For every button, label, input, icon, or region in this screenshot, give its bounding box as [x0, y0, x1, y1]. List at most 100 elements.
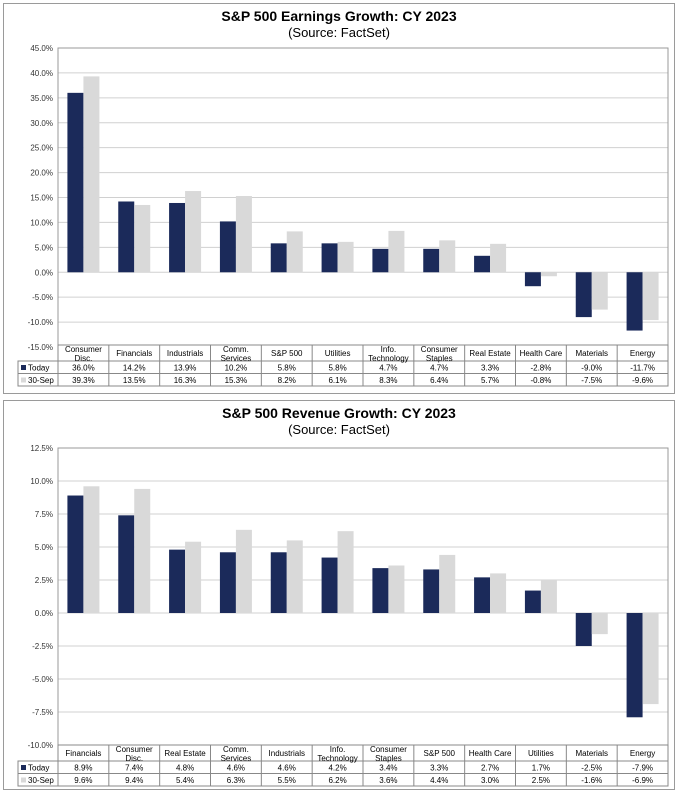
value-label-30-sep: 9.4% [125, 776, 143, 785]
category-label-line: Consumer [370, 745, 407, 754]
y-tick-label: -2.5% [32, 642, 53, 651]
value-label-today: 8.9% [74, 764, 92, 773]
category-label: Utilities [325, 349, 351, 358]
value-label-30-sep: 6.2% [328, 776, 346, 785]
y-tick-label: -15.0% [28, 343, 53, 352]
y-tick-label: 20.0% [30, 169, 53, 178]
y-tick-label: 7.5% [35, 510, 53, 519]
bar-30-sep [337, 241, 354, 273]
bar-30-sep [439, 240, 456, 273]
category-label: Energy [630, 349, 655, 358]
category-label-line: Disc. [125, 754, 143, 763]
bar-today [474, 255, 491, 273]
value-label-today: 4.6% [227, 764, 245, 773]
y-tick-label: 0.0% [35, 268, 53, 277]
category-label: Info. Technology [368, 345, 408, 363]
chart-svg: S&P 500 Earnings Growth: CY 2023(Source:… [17, 8, 669, 387]
category-label: Health Care [520, 349, 563, 358]
bar-today [321, 557, 338, 613]
y-tick-label: 15.0% [30, 194, 53, 203]
bar-today [474, 577, 491, 613]
revenue-growth-chart: S&P 500 Revenue Growth: CY 2023 (Source: … [3, 400, 675, 790]
value-label-30-sep: 8.3% [379, 376, 397, 385]
category-label: Materials [576, 749, 608, 758]
value-label-today: 4.6% [278, 764, 296, 773]
value-label-30-sep: 39.3% [72, 376, 95, 385]
bar-today [372, 568, 389, 613]
bar-today [118, 201, 135, 273]
value-label-30-sep: 15.3% [225, 376, 248, 385]
value-label-30-sep: -7.5% [581, 376, 602, 385]
category-label-line: Technology [368, 354, 408, 363]
value-label-30-sep: 6.3% [227, 776, 245, 785]
category-label: Consumer Disc. [116, 745, 153, 763]
category-label-line: Info. [330, 745, 346, 754]
bar-30-sep [642, 613, 659, 705]
value-label-30-sep: 13.5% [123, 376, 146, 385]
y-tick-label: -10.0% [28, 318, 53, 327]
bar-30-sep [540, 580, 557, 613]
legend-swatch-30-sep [21, 777, 26, 783]
bar-today [118, 515, 135, 613]
bar-today [372, 248, 389, 273]
bar-30-sep [185, 541, 202, 613]
bar-today [169, 549, 186, 613]
value-label-30-sep: 5.4% [176, 776, 194, 785]
value-label-today: 3.3% [430, 764, 448, 773]
category-label: Real Estate [469, 349, 511, 358]
y-tick-label: 35.0% [30, 94, 53, 103]
y-tick-label: 30.0% [30, 119, 53, 128]
y-tick-label: 0.0% [35, 609, 53, 618]
legend-swatch-today [21, 365, 26, 370]
value-label-today: 5.8% [278, 364, 296, 373]
y-tick-label: 5.0% [35, 243, 53, 252]
value-label-today: 13.9% [174, 364, 197, 373]
category-label: S&P 500 [424, 749, 456, 758]
y-tick-label: 2.5% [35, 576, 53, 585]
bar-30-sep [591, 613, 608, 635]
value-label-30-sep: -1.6% [581, 776, 602, 785]
category-label: Consumer Staples [421, 345, 458, 363]
category-label: Health Care [469, 749, 512, 758]
y-tick-label: 40.0% [30, 69, 53, 78]
value-label-30-sep: 9.6% [74, 776, 92, 785]
value-label-30-sep: -9.6% [632, 376, 653, 385]
bar-today [626, 613, 643, 718]
bar-30-sep [134, 204, 151, 273]
y-tick-label: 10.0% [30, 477, 53, 486]
value-label-30-sep: 3.6% [379, 776, 397, 785]
bar-today [67, 92, 84, 273]
bar-30-sep [286, 540, 303, 613]
y-tick-label: -10.0% [28, 741, 53, 750]
y-tick-label: -7.5% [32, 708, 53, 717]
category-label: S&P 500 [271, 349, 303, 358]
category-label-line: Services [221, 354, 252, 363]
category-label-line: Consumer [65, 345, 102, 354]
category-label: Consumer Disc. [65, 345, 102, 363]
value-label-30-sep: 3.0% [481, 776, 499, 785]
chart-svg: S&P 500 Revenue Growth: CY 2023(Source: … [17, 405, 669, 787]
category-label-line: Technology [317, 754, 357, 763]
value-label-today: 4.7% [379, 364, 397, 373]
value-label-today: 4.8% [176, 764, 194, 773]
value-label-today: 4.7% [430, 364, 448, 373]
value-label-today: -2.5% [581, 764, 602, 773]
bar-today [270, 552, 287, 613]
legend-label-30-sep: 30-Sep [28, 776, 54, 785]
category-label-line: Comm. [223, 345, 249, 354]
category-label: Financials [116, 349, 152, 358]
bar-30-sep [591, 272, 608, 310]
value-label-today: 1.7% [532, 764, 550, 773]
category-label-line: Comm. [223, 745, 249, 754]
chart-title: S&P 500 Revenue Growth: CY 2023 [222, 405, 456, 421]
legend-swatch-30-sep [21, 377, 26, 383]
category-label: Real Estate [164, 749, 206, 758]
category-label: Info. Technology [317, 745, 357, 763]
y-tick-label: 25.0% [30, 144, 53, 153]
bar-today [219, 552, 236, 613]
chart-subtitle: (Source: FactSet) [288, 25, 390, 40]
value-label-30-sep: 16.3% [174, 376, 197, 385]
category-label: Industrials [269, 749, 305, 758]
value-label-today: -9.0% [581, 364, 602, 373]
bar-30-sep [439, 554, 456, 613]
